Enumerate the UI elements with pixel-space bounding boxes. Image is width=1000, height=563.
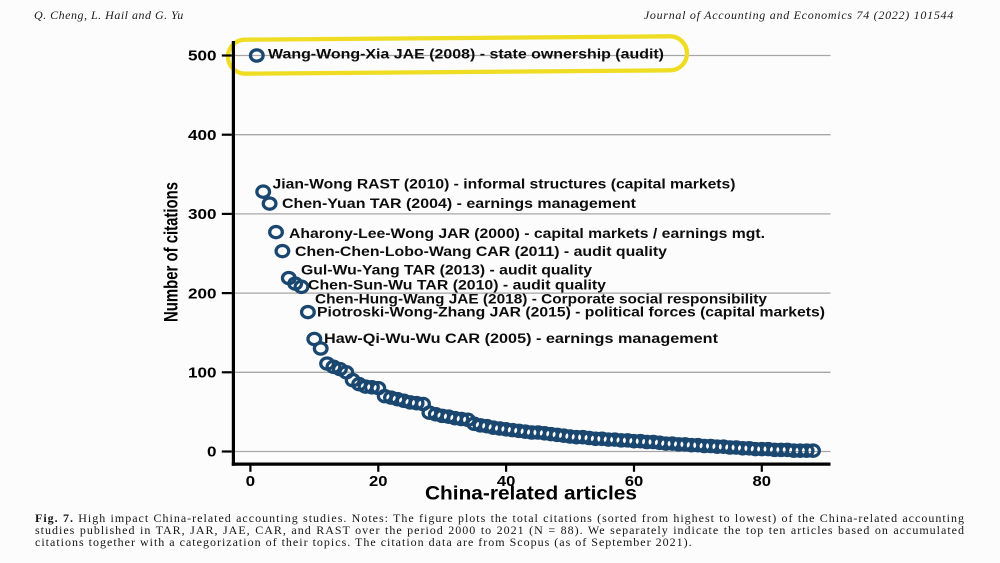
svg-text:300: 300 <box>188 206 217 223</box>
svg-text:200: 200 <box>188 285 217 302</box>
svg-text:500: 500 <box>188 48 217 65</box>
svg-text:Piotroski-Wong-Zhang JAR (2015: Piotroski-Wong-Zhang JAR (2015) - politi… <box>317 305 825 320</box>
svg-text:100: 100 <box>188 365 217 382</box>
svg-text:Chen-Chen-Lobo-Wang CAR (2011): Chen-Chen-Lobo-Wang CAR (2011) - audit q… <box>295 244 668 259</box>
svg-text:Aharony-Lee-Wong JAR (2000) -: Aharony-Lee-Wong JAR (2000) - capital ma… <box>289 226 765 241</box>
svg-text:0: 0 <box>246 473 256 490</box>
svg-text:Chen-Yuan TAR (2004) - earning: Chen-Yuan TAR (2004) - earnings manageme… <box>282 196 637 211</box>
svg-text:Wang-Wong-Xia JAE (2008) - sta: Wang-Wong-Xia JAE (2008) - state ownersh… <box>268 47 664 62</box>
svg-text:80: 80 <box>753 473 772 490</box>
svg-text:0: 0 <box>207 444 217 461</box>
svg-text:Gul-Wu-Yang TAR (2013) - audit: Gul-Wu-Yang TAR (2013) - audit quality <box>301 262 593 277</box>
svg-text:20: 20 <box>369 473 388 490</box>
svg-text:Chen-Hung-Wang JAE (2018) - Co: Chen-Hung-Wang JAE (2018) - Corporate so… <box>315 292 768 307</box>
svg-text:Number of citations: Number of citations <box>162 182 183 322</box>
svg-text:60: 60 <box>625 473 644 490</box>
svg-text:China-related articles: China-related articles <box>425 483 637 505</box>
svg-text:40: 40 <box>497 473 516 490</box>
svg-text:Haw-Qi-Wu-Wu CAR (2005) - earn: Haw-Qi-Wu-Wu CAR (2005) - earnings manag… <box>324 331 719 346</box>
svg-text:Chen-Sun-Wu TAR (2010) - audit: Chen-Sun-Wu TAR (2010) - audit quality <box>308 278 607 293</box>
svg-text:Jian-Wong RAST (2010) - inform: Jian-Wong RAST (2010) - informal structu… <box>273 176 736 191</box>
svg-text:400: 400 <box>188 127 217 144</box>
